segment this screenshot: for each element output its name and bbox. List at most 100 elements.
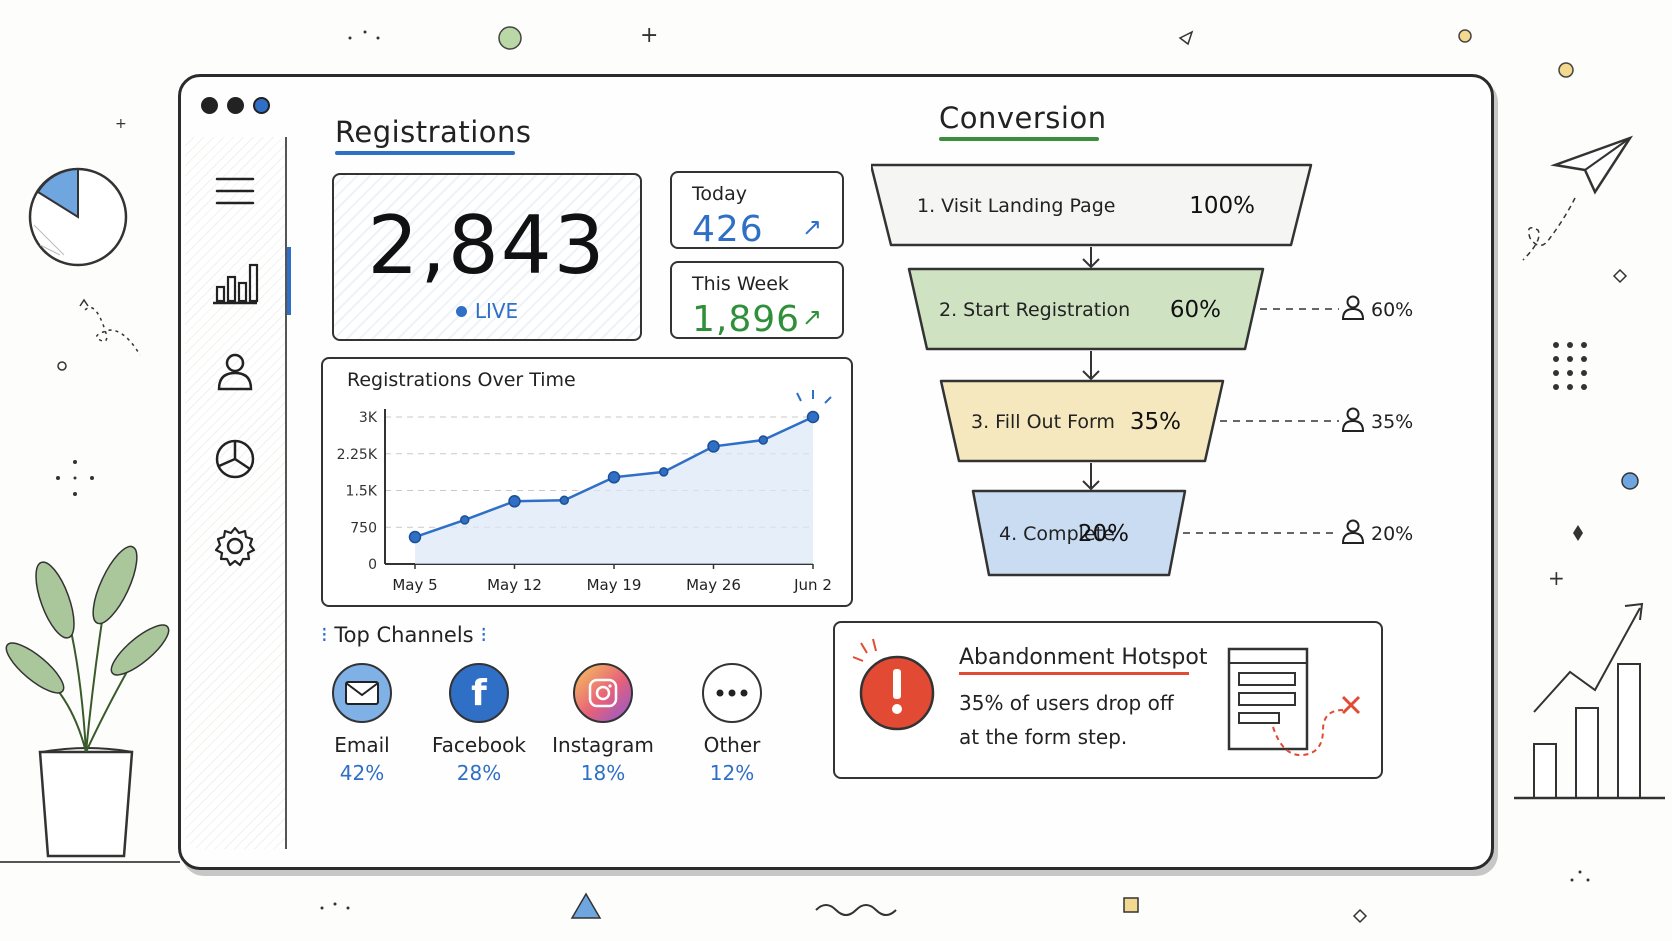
data-point[interactable] — [508, 495, 521, 508]
data-point[interactable] — [659, 467, 669, 477]
registrations-title: Registrations — [335, 115, 532, 155]
abandonment-hotspot-card: Abandonment Hotspot 35% of users drop of… — [833, 621, 1383, 779]
top-channels-title: ⁝ Top Channels ⁝ — [321, 623, 487, 647]
more-icon — [702, 663, 762, 723]
y-tick-label: 750 — [350, 520, 377, 536]
funnel-step-percent: 35% — [1130, 409, 1181, 435]
funnel-step-1[interactable]: 1. Visit Landing Page 100% — [871, 163, 1313, 247]
hotspot-line-2: at the form step. — [959, 725, 1128, 749]
funnel-arrow-head — [1082, 370, 1100, 381]
channel-facebook[interactable]: f Facebook 28% — [424, 663, 534, 785]
y-tick-label: 1.5K — [346, 484, 378, 500]
funnel-arrow-head — [1082, 258, 1100, 269]
total-registrations-value: 2,843 — [367, 199, 607, 292]
line-chart: 0 750 1.5K 2.25K 3K May 5 May 12 May 19 May 26 Ju… — [337, 390, 832, 594]
window-minimize-button[interactable] — [227, 97, 244, 114]
pie-chart-icon[interactable] — [211, 435, 259, 483]
funnel-segment — [939, 379, 1225, 463]
form-icon — [1227, 647, 1361, 757]
channel-name: Email — [334, 733, 390, 757]
channel-name: Facebook — [432, 733, 526, 757]
x-tick-label: May 26 — [686, 576, 741, 594]
hotspot-title: Abandonment Hotspot — [959, 645, 1207, 675]
data-point[interactable] — [707, 440, 720, 453]
app-window: Registrations 2,843 LIVE Today 426 ↗ Thi… — [178, 74, 1494, 870]
data-point[interactable] — [806, 410, 820, 424]
live-dot-icon — [455, 306, 467, 317]
user-icon — [1346, 295, 1360, 309]
gear-icon[interactable] — [211, 522, 259, 570]
this-week-label: This Week — [692, 273, 789, 295]
channel-percent: 12% — [709, 761, 755, 785]
svg-text:+: + — [640, 23, 658, 48]
user-icon-body — [1341, 531, 1365, 544]
funnel-step-percent: 100% — [1189, 193, 1255, 219]
funnel-step-label: 3. Fill Out Form — [971, 411, 1115, 433]
channel-percent: 28% — [456, 761, 502, 785]
channel-name: Other — [703, 733, 761, 757]
window-controls — [201, 97, 270, 114]
channel-other[interactable]: Other 12% — [677, 663, 787, 785]
total-registrations-card: 2,843 LIVE — [332, 173, 642, 341]
funnel-segment — [971, 489, 1187, 577]
user-icon[interactable] — [211, 347, 259, 395]
x-tick-label: Jun 2 — [793, 576, 832, 594]
trend-up-icon: ↗ — [801, 213, 822, 241]
user-icon-body — [1341, 307, 1365, 320]
channel-name: Instagram — [552, 733, 654, 757]
funnel-step-percent: 20% — [1078, 521, 1129, 547]
funnel-segment — [907, 267, 1265, 351]
y-tick-label: 2.25K — [337, 447, 378, 463]
data-point[interactable] — [559, 495, 569, 506]
menu-icon[interactable] — [211, 167, 259, 215]
x-tick-label: May 12 — [487, 576, 542, 594]
data-point[interactable] — [758, 435, 768, 445]
hotspot-line-1: 35% of users drop off — [959, 691, 1174, 715]
today-card: Today 426 ↗ — [670, 171, 844, 250]
window-maximize-button[interactable] — [253, 97, 270, 114]
funnel-segment — [871, 163, 1313, 247]
facebook-icon: f — [449, 663, 509, 723]
funnel-step-label: 4. Complete — [999, 523, 1115, 545]
live-indicator: LIVE — [334, 299, 640, 323]
this-week-value: 1,896 — [692, 299, 801, 340]
area-fill — [415, 417, 813, 564]
alert-icon — [852, 638, 935, 731]
top-channels-title-text: Top Channels — [334, 623, 474, 647]
funnel-step-3[interactable]: 3. Fill Out Form 35% — [939, 379, 1225, 463]
today-value: 426 — [692, 209, 764, 250]
annotation-percent: 20% — [1371, 523, 1413, 545]
data-point[interactable] — [408, 530, 422, 544]
funnel-step-2[interactable]: 2. Start Registration 60% — [907, 267, 1265, 351]
data-point[interactable] — [460, 515, 470, 525]
channel-instagram[interactable]: Instagram 18% — [548, 663, 658, 785]
annotation-percent: 60% — [1371, 299, 1413, 321]
live-label: LIVE — [474, 299, 519, 323]
bar-chart-icon[interactable] — [211, 247, 291, 315]
funnel-arrow-head — [1082, 480, 1100, 491]
sidebar — [185, 137, 291, 849]
this-week-card: This Week 1,896 ↗ — [670, 261, 844, 340]
user-icon — [1346, 407, 1360, 421]
svg-text:+: + — [1548, 566, 1565, 590]
highlight-sparkle-icon — [796, 390, 832, 404]
window-close-button[interactable] — [201, 97, 218, 114]
user-icon — [1346, 519, 1360, 533]
x-tick-label: May 19 — [587, 576, 642, 594]
svg-text:+: + — [115, 116, 127, 132]
channel-percent: 18% — [580, 761, 626, 785]
funnel-step-label: 2. Start Registration — [939, 299, 1130, 321]
funnel-step-label: 1. Visit Landing Page — [917, 195, 1115, 217]
y-tick-label: 3K — [359, 410, 378, 426]
email-icon — [332, 663, 392, 723]
funnel-step-percent: 60% — [1170, 297, 1221, 323]
conversion-title: Conversion — [939, 101, 1107, 141]
channel-email[interactable]: Email 42% — [307, 663, 417, 785]
user-icon-body — [1341, 419, 1365, 432]
chart-title: Registrations Over Time — [347, 369, 576, 391]
conversion-title-text: Conversion — [939, 101, 1107, 135]
conversion-funnel: 1. Visit Landing Page 100% 2. Start Regist… — [871, 163, 1413, 577]
data-point[interactable] — [607, 471, 621, 484]
registrations-title-text: Registrations — [335, 115, 532, 149]
